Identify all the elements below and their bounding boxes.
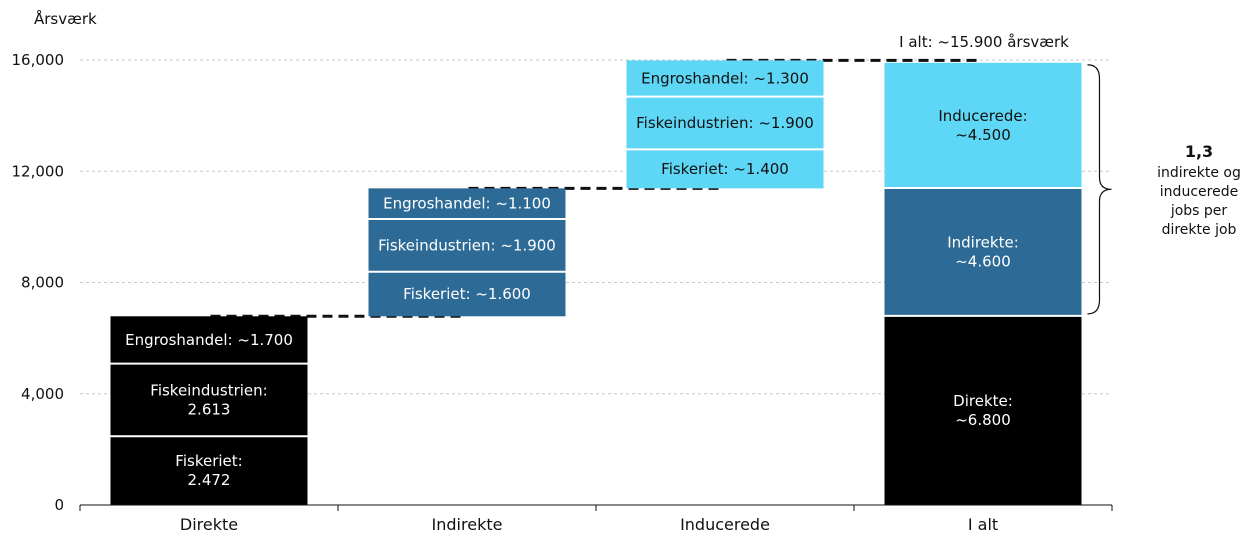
bar-segment <box>110 316 308 364</box>
segment-label: 2.472 <box>188 471 231 489</box>
curly-brace <box>1087 64 1112 315</box>
segment-label: Fiskeriet: <box>175 452 242 470</box>
bar-segment <box>884 62 1082 188</box>
y-tick-label: 0 <box>54 496 64 514</box>
connector-lines <box>210 58 982 318</box>
x-tick-label: Direkte <box>180 515 238 534</box>
ratio-text-line: inducerede <box>1160 184 1238 200</box>
segment-label: Fiskeindustrien: ~1.900 <box>636 114 814 132</box>
segment-label: Fiskeriet: ~1.600 <box>403 285 531 303</box>
bar-stack: Fiskeriet: ~1.600 Fiskeindustrien: ~1.900… <box>368 188 566 317</box>
segment-label: ~6.800 <box>955 411 1011 429</box>
y-tick-label: 16,000 <box>12 51 65 69</box>
ratio-text-line: jobs per <box>1170 203 1228 219</box>
bars: Fiskeriet:2.472 Fiskeindustrien:2.613 Engr… <box>110 60 1082 505</box>
ratio-value: 1,3 <box>1185 142 1213 161</box>
segment-label: Engroshandel: ~1.300 <box>641 69 809 87</box>
x-tick-label: I alt <box>968 515 998 534</box>
y-tick-label: 12,000 <box>12 162 65 180</box>
bar-segment <box>110 436 308 505</box>
bar-segment <box>368 188 566 219</box>
segment-label: Fiskeriet: ~1.400 <box>661 160 789 178</box>
bar-segment <box>884 187 1082 316</box>
bar-segment <box>368 271 566 317</box>
segment-label: ~4.500 <box>955 126 1011 144</box>
segment-label: Inducerede: <box>938 107 1027 125</box>
bar-stack: Direkte:~6.800 Indirekte:~4.600 Inducerede… <box>884 62 1082 505</box>
segment-label: Fiskeindustrien: <box>150 381 267 399</box>
bar-segment <box>626 149 824 189</box>
segment-label: Direkte: <box>953 392 1013 410</box>
x-tick-label: Indirekte <box>432 515 503 534</box>
ratio-annotation: 1,3 indirekte og inducerede jobs per dir… <box>1157 142 1241 238</box>
bar-segment <box>368 218 566 272</box>
y-tick-label: 4,000 <box>21 385 64 403</box>
bar-segment <box>110 363 308 437</box>
y-tick-label: 8,000 <box>21 274 64 292</box>
bar-segment <box>626 60 824 97</box>
segment-label: Engroshandel: ~1.700 <box>125 331 293 349</box>
total-annotation: I alt: ~15.900 årsværk <box>899 33 1069 51</box>
y-axis-label: Årsværk <box>34 9 97 28</box>
ratio-text-line: direkte job <box>1162 222 1237 238</box>
bar-segment <box>884 315 1082 505</box>
x-axis: Direkte Indirekte Inducerede I alt <box>79 504 1113 534</box>
x-tick-label: Inducerede <box>680 515 770 534</box>
bar-stack: Fiskeriet: ~1.400 Fiskeindustrien: ~1.900… <box>626 60 824 189</box>
bar-stack: Fiskeriet:2.472 Fiskeindustrien:2.613 Engr… <box>110 316 308 505</box>
segment-label: ~4.600 <box>955 252 1011 270</box>
y-axis-ticks: 0 4,000 8,000 12,000 16,000 <box>12 51 65 514</box>
segment-label: Engroshandel: ~1.100 <box>383 195 551 213</box>
bar-segment <box>626 96 824 150</box>
ratio-text-line: indirekte og <box>1157 165 1241 181</box>
segment-label: Indirekte: <box>947 233 1019 251</box>
segment-label: 2.613 <box>188 400 231 418</box>
segment-label: Fiskeindustrien: ~1.900 <box>378 236 556 254</box>
